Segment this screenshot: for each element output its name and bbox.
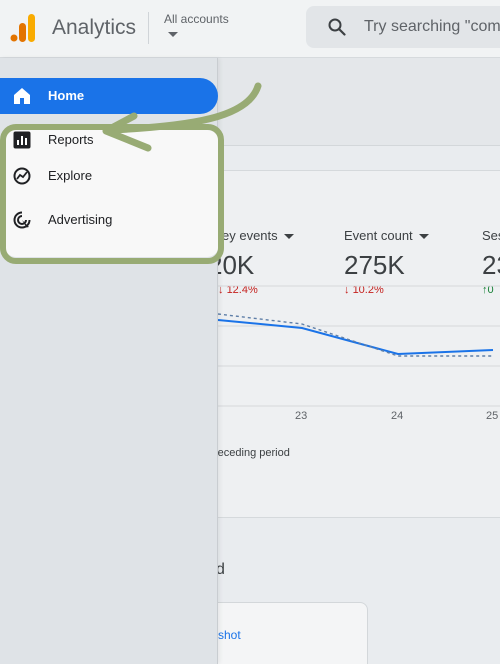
- arrow-down-icon: ↓: [218, 284, 227, 296]
- series-line-preceding: [217, 313, 493, 357]
- account-dropdown-icon[interactable]: [168, 32, 178, 37]
- nav-item-label: Home: [48, 88, 85, 103]
- x-tick-label: 25: [486, 410, 499, 422]
- nav-item-home[interactable]: Home: [0, 78, 218, 114]
- arrow-down-icon: ↓: [344, 284, 353, 296]
- nav-item-label: Reports: [48, 132, 94, 147]
- search-icon: [328, 18, 346, 36]
- search-bar[interactable]: Try searching "com: [306, 6, 500, 48]
- metric-tab-key-events[interactable]: ey events: [222, 228, 294, 243]
- nav-item-label: Explore: [48, 168, 93, 183]
- app-title: Analytics: [52, 16, 137, 39]
- advertising-icon: [13, 211, 31, 229]
- nav-item-explore[interactable]: Explore: [0, 158, 218, 194]
- bar-chart-icon: [13, 131, 31, 149]
- metric-dropdown-icon[interactable]: [283, 234, 294, 240]
- nav-drawer: Home Reports Explore Advertising: [0, 58, 224, 664]
- metric-tab-sessions[interactable]: Ses: [482, 228, 500, 243]
- nav-item-label: Advertising: [48, 212, 113, 227]
- analytics-logo[interactable]: [10, 14, 36, 42]
- x-tick-label: 23: [295, 410, 308, 422]
- series-line-current: [217, 319, 494, 356]
- legend-preceding-period: receding period: [214, 447, 290, 459]
- arrow-up-icon: ↑: [482, 284, 488, 296]
- metric-tab-event-count[interactable]: Event count: [344, 228, 429, 243]
- metric-label: Ses: [482, 228, 500, 243]
- metric-value: 275K: [344, 250, 405, 280]
- metric-delta: ↑0: [482, 284, 494, 296]
- metric-delta-value: 12.4%: [226, 284, 258, 296]
- account-selector[interactable]: All accounts: [164, 12, 229, 26]
- metric-value: 23: [482, 250, 500, 280]
- metric-delta-value: 0: [487, 284, 494, 296]
- metric-delta: ↓ 12.4%: [218, 284, 258, 296]
- insight-card[interactable]: [200, 602, 368, 664]
- snapshot-link[interactable]: shot: [218, 628, 241, 642]
- nav-item-advertising[interactable]: Advertising: [0, 202, 218, 238]
- nav-item-reports[interactable]: Reports: [0, 122, 218, 158]
- line-chart: [200, 285, 500, 407]
- section-heading: d: [216, 561, 225, 578]
- metric-delta-value: 10.2%: [352, 284, 384, 296]
- metric-label: Event count: [344, 228, 413, 243]
- header-divider: [148, 12, 149, 44]
- highlight-frame: [0, 124, 224, 264]
- home-icon: [14, 88, 30, 104]
- metric-dropdown-icon[interactable]: [418, 234, 429, 240]
- x-tick-label: 24: [391, 410, 404, 422]
- metric-label: ey events: [222, 228, 278, 243]
- metric-delta: ↓ 10.2%: [344, 284, 384, 296]
- explore-icon: [13, 167, 31, 185]
- top-bar: Analytics All accounts Try searching "co…: [0, 0, 500, 58]
- search-input[interactable]: Try searching "com: [364, 18, 500, 35]
